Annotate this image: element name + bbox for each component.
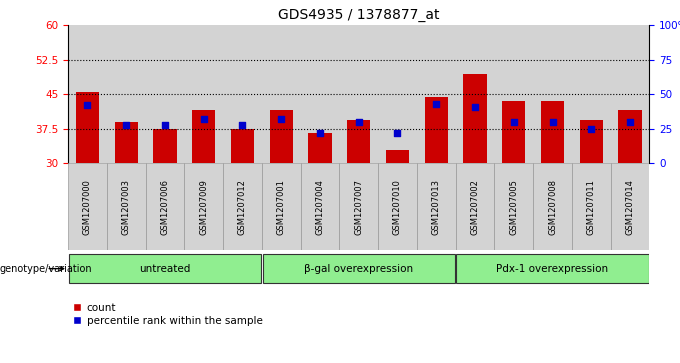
Bar <box>223 25 262 163</box>
Point <box>624 119 635 125</box>
Point <box>120 122 131 128</box>
Bar <box>308 134 332 163</box>
Point <box>508 119 520 125</box>
FancyBboxPatch shape <box>69 254 261 283</box>
FancyBboxPatch shape <box>301 163 339 250</box>
Text: GSM1207014: GSM1207014 <box>626 179 634 235</box>
Legend: count, percentile rank within the sample: count, percentile rank within the sample <box>73 303 262 326</box>
Point <box>82 102 92 108</box>
Point <box>159 122 170 128</box>
Bar <box>618 110 642 163</box>
Text: GSM1207000: GSM1207000 <box>83 179 92 235</box>
Bar <box>386 150 409 163</box>
Text: GSM1207009: GSM1207009 <box>199 179 208 235</box>
FancyBboxPatch shape <box>262 254 455 283</box>
Bar <box>192 110 216 163</box>
Text: GSM1207002: GSM1207002 <box>471 179 479 235</box>
Text: β-gal overexpression: β-gal overexpression <box>304 264 413 274</box>
Point <box>431 101 442 107</box>
Text: GSM1207006: GSM1207006 <box>160 179 169 235</box>
FancyBboxPatch shape <box>533 163 572 250</box>
Bar <box>107 25 146 163</box>
FancyBboxPatch shape <box>107 163 146 250</box>
FancyBboxPatch shape <box>456 254 649 283</box>
Bar <box>75 92 99 163</box>
Point <box>469 104 480 110</box>
Bar <box>262 25 301 163</box>
Bar <box>463 74 487 163</box>
Bar <box>114 122 138 163</box>
Bar <box>146 25 184 163</box>
FancyBboxPatch shape <box>68 163 107 250</box>
Bar <box>611 25 649 163</box>
Text: untreated: untreated <box>139 264 190 274</box>
FancyBboxPatch shape <box>456 163 494 250</box>
FancyBboxPatch shape <box>339 163 378 250</box>
FancyBboxPatch shape <box>611 163 649 250</box>
Bar <box>572 25 611 163</box>
Text: GSM1207013: GSM1207013 <box>432 179 441 235</box>
Point <box>314 130 325 136</box>
Text: GSM1207008: GSM1207008 <box>548 179 557 235</box>
FancyBboxPatch shape <box>223 163 262 250</box>
Text: GSM1207003: GSM1207003 <box>122 179 131 235</box>
Text: GSM1207010: GSM1207010 <box>393 179 402 235</box>
Bar <box>456 25 494 163</box>
Point <box>199 116 209 122</box>
Bar <box>269 110 293 163</box>
Bar <box>347 120 371 163</box>
Text: GSM1207011: GSM1207011 <box>587 179 596 235</box>
Bar <box>541 101 564 163</box>
Text: genotype/variation: genotype/variation <box>0 264 92 274</box>
FancyBboxPatch shape <box>494 163 533 250</box>
Bar <box>339 25 378 163</box>
Bar <box>378 25 417 163</box>
Bar <box>494 25 533 163</box>
FancyBboxPatch shape <box>146 163 184 250</box>
Text: GSM1207007: GSM1207007 <box>354 179 363 235</box>
Bar <box>301 25 339 163</box>
Bar <box>231 129 254 163</box>
Point <box>392 130 403 136</box>
Text: GSM1207005: GSM1207005 <box>509 179 518 235</box>
FancyBboxPatch shape <box>184 163 223 250</box>
Bar <box>579 120 603 163</box>
Point <box>547 119 558 125</box>
FancyBboxPatch shape <box>378 163 417 250</box>
Point <box>237 122 248 128</box>
Point <box>354 119 364 125</box>
Text: GSM1207004: GSM1207004 <box>316 179 324 235</box>
Bar <box>68 25 107 163</box>
Bar <box>153 129 177 163</box>
Title: GDS4935 / 1378877_at: GDS4935 / 1378877_at <box>278 8 439 22</box>
Text: GSM1207001: GSM1207001 <box>277 179 286 235</box>
Bar <box>533 25 572 163</box>
FancyBboxPatch shape <box>572 163 611 250</box>
Point <box>585 126 597 132</box>
Bar <box>417 25 456 163</box>
FancyBboxPatch shape <box>417 163 456 250</box>
FancyBboxPatch shape <box>262 163 301 250</box>
Bar <box>424 97 448 163</box>
Text: GSM1207012: GSM1207012 <box>238 179 247 235</box>
Text: Pdx-1 overexpression: Pdx-1 overexpression <box>496 264 609 274</box>
Bar <box>184 25 223 163</box>
Point <box>275 116 286 122</box>
Bar <box>502 101 526 163</box>
